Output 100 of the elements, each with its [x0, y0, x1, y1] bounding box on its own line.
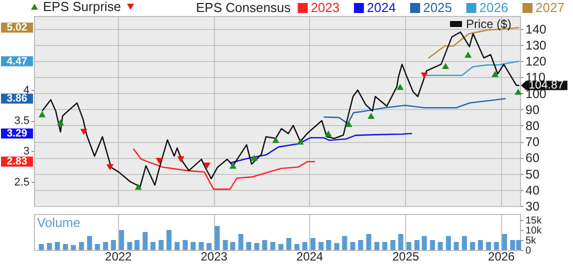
bar — [62, 244, 68, 250]
x-tick-label: 2023 — [200, 250, 228, 264]
point — [229, 162, 236, 169]
bar — [326, 240, 332, 250]
bar — [486, 242, 492, 250]
point — [250, 154, 258, 161]
bar — [150, 242, 156, 250]
y2-tick-label: 90 — [526, 102, 540, 117]
bar — [462, 236, 467, 250]
bar — [142, 232, 148, 250]
text: 2.83 — [6, 156, 28, 168]
bar — [310, 238, 316, 250]
point — [464, 52, 472, 58]
legend-label: 2025 — [423, 0, 452, 15]
text: 5.02 — [6, 22, 28, 34]
bar — [278, 244, 284, 250]
point — [272, 136, 280, 144]
legend-label: Price ($) — [466, 17, 512, 31]
point — [345, 120, 352, 127]
bar — [390, 240, 396, 250]
bar — [446, 236, 451, 250]
bar — [350, 242, 356, 250]
point — [177, 156, 184, 162]
bar — [414, 240, 420, 250]
y2-tick-label: 80 — [526, 118, 540, 133]
y2-tick-label: 130 — [526, 38, 546, 52]
bar — [254, 243, 260, 250]
y2-tick-label: 60 — [526, 151, 540, 166]
bar — [334, 243, 340, 250]
bar — [318, 242, 324, 250]
bar — [454, 242, 459, 250]
bar — [294, 244, 300, 250]
point — [296, 138, 304, 145]
bar — [134, 240, 140, 250]
bar — [398, 234, 404, 250]
point — [56, 119, 64, 126]
point — [324, 130, 332, 137]
bar — [174, 242, 180, 250]
y2-tick-label: 10k — [526, 226, 543, 236]
point — [80, 128, 88, 135]
bar — [127, 242, 132, 250]
bar — [54, 242, 60, 250]
bar — [119, 230, 124, 250]
legend-label: 2023 — [310, 0, 340, 15]
bar — [342, 236, 348, 250]
y2-tick-label: 50 — [526, 167, 540, 182]
y2-tick-label: 140 — [526, 22, 546, 36]
bar — [78, 242, 84, 250]
legend-label: 2026 — [479, 0, 508, 15]
bar — [87, 236, 92, 250]
point — [203, 162, 211, 169]
bar — [470, 242, 476, 250]
bar — [286, 238, 292, 250]
x-tick-label: 2022 — [105, 250, 132, 264]
bar — [494, 242, 499, 250]
bar — [262, 240, 268, 250]
text: 3.29 — [6, 127, 28, 140]
bar — [38, 244, 44, 250]
y-tick-label: 2.5 — [14, 176, 30, 188]
y2-tick-label: 30 — [526, 200, 540, 214]
bar — [270, 242, 276, 250]
bar — [438, 242, 443, 250]
y2-tick-label: 0 — [526, 246, 532, 256]
bar — [302, 242, 308, 250]
bar — [358, 240, 364, 250]
bar — [374, 242, 380, 250]
legend-title: EPS Consensus — [196, 0, 292, 15]
bar — [222, 240, 228, 250]
x-tick-label: 2026 — [488, 250, 516, 264]
bar — [214, 226, 220, 250]
y2-tick-label: 15k — [526, 216, 543, 226]
annotation: Volume — [37, 215, 80, 230]
legend-label: 2024 — [366, 0, 396, 15]
bar — [94, 244, 100, 250]
y2-tick-label: 70 — [526, 135, 540, 150]
bar — [382, 242, 388, 250]
point — [492, 70, 499, 78]
bar — [238, 234, 244, 250]
y-tick-label: 3.5 — [14, 115, 30, 128]
y2-tick-label: 5k — [526, 236, 538, 246]
bar — [230, 242, 236, 250]
bar — [422, 236, 427, 250]
point — [38, 111, 46, 118]
bar — [103, 242, 108, 250]
legend-label: EPS Surprise — [43, 0, 122, 14]
y-tick-label: 3 — [23, 146, 30, 158]
text: 3.86 — [6, 92, 28, 105]
bar — [158, 240, 164, 250]
bar — [166, 230, 172, 250]
bar — [110, 240, 116, 250]
y2-tick-label: 40 — [526, 183, 540, 198]
y2-tick-label: 120 — [526, 54, 546, 69]
point — [396, 84, 404, 90]
point — [420, 72, 428, 79]
point — [514, 88, 522, 95]
bar — [182, 240, 188, 250]
point — [106, 164, 114, 170]
line-series — [132, 148, 316, 190]
bar — [190, 242, 196, 250]
bar — [430, 240, 435, 250]
